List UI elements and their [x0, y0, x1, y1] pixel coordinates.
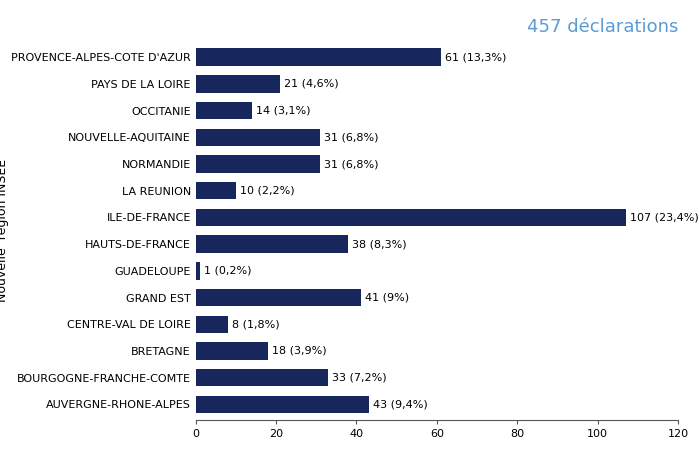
Bar	[196, 369, 329, 386]
Bar	[196, 75, 280, 93]
Text: 38 (8,3%): 38 (8,3%)	[352, 239, 407, 249]
Bar	[196, 182, 236, 199]
Bar	[196, 262, 200, 280]
Bar	[196, 396, 368, 413]
Bar	[196, 155, 320, 173]
Bar	[196, 235, 348, 253]
Text: 18 (3,9%): 18 (3,9%)	[272, 346, 326, 356]
Bar	[196, 48, 441, 66]
Text: 107 (23,4%): 107 (23,4%)	[630, 213, 698, 223]
Bar	[196, 102, 252, 119]
Bar	[196, 209, 626, 226]
Text: 61 (13,3%): 61 (13,3%)	[445, 52, 506, 62]
Bar	[196, 289, 361, 306]
Text: 43 (9,4%): 43 (9,4%)	[373, 399, 427, 409]
Bar	[196, 128, 320, 146]
Text: 1 (0,2%): 1 (0,2%)	[204, 266, 251, 276]
Text: 41 (9%): 41 (9%)	[365, 292, 409, 303]
Text: 31 (6,8%): 31 (6,8%)	[324, 159, 379, 169]
Text: 31 (6,8%): 31 (6,8%)	[324, 132, 379, 142]
Text: 457 déclarations: 457 déclarations	[526, 18, 678, 37]
Bar	[196, 316, 228, 333]
Y-axis label: Nouvelle  région INSEE: Nouvelle région INSEE	[0, 159, 9, 303]
Text: 8 (1,8%): 8 (1,8%)	[232, 319, 280, 329]
Bar	[196, 342, 268, 360]
Text: 33 (7,2%): 33 (7,2%)	[333, 373, 387, 383]
Text: 21 (4,6%): 21 (4,6%)	[284, 79, 339, 89]
Text: 14 (3,1%): 14 (3,1%)	[256, 106, 310, 116]
Text: 10 (2,2%): 10 (2,2%)	[240, 186, 294, 196]
